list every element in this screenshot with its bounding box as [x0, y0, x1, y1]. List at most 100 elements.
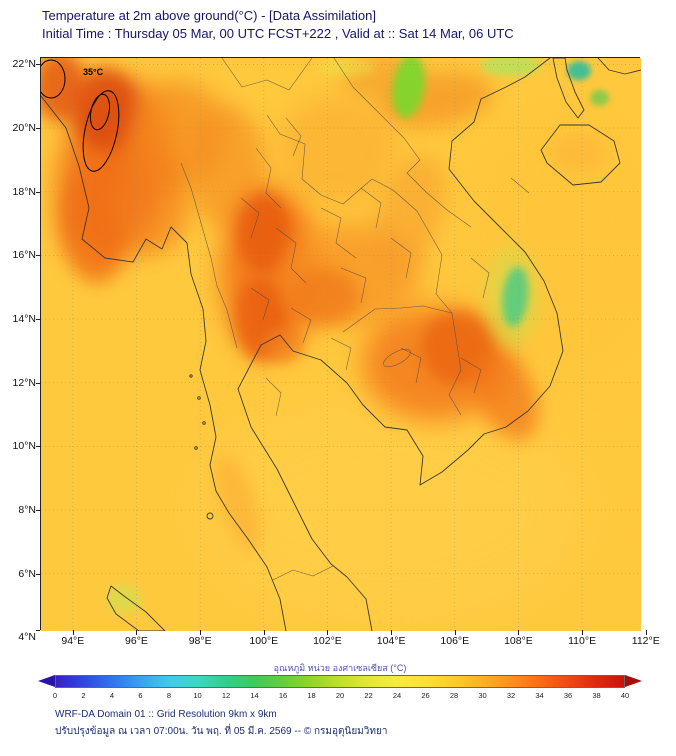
colorbar-tick-label: 0: [52, 691, 58, 700]
colorbar-tick-label: 38: [592, 691, 601, 700]
y-axis-tick-mark: [36, 382, 40, 384]
temperature-blob: [472, 350, 539, 441]
colorbar-tick-label: 2: [81, 691, 86, 700]
colorbar-tick-label: 12: [221, 691, 231, 700]
temperature-blob: [374, 155, 446, 273]
temperature-map-canvas: 35°C: [41, 58, 641, 631]
colorbar-tick-label: 18: [307, 691, 316, 700]
small-island: [194, 446, 198, 450]
x-axis-tick-mark: [72, 630, 74, 635]
colorbar-tick-label: 20: [335, 691, 345, 700]
temperature-blob: [317, 58, 376, 78]
x-axis-tick-label: 102°E: [313, 635, 342, 647]
y-axis-tick-label: 4°N: [18, 631, 36, 644]
small-island: [189, 374, 193, 378]
footer-update-info: ปรับปรุงข้อมูล ณ เวลา 07:00น. วัน พฤ. ที…: [55, 726, 388, 737]
colorbar-tick-label: 26: [421, 691, 430, 700]
south-china-coast: [597, 58, 641, 75]
y-axis-tick-label: 6°N: [18, 567, 36, 580]
y-axis-tick-label: 22°N: [12, 58, 36, 71]
graticule-grid: [41, 58, 641, 631]
hainan-island: [540, 124, 621, 186]
small-island: [197, 396, 201, 400]
colorbar-ticks: 0 2 4 6 8 10 12 14 16 18 20 22 24 26 28 30 32 34 36 38 40: [52, 691, 629, 703]
x-axis-tick-label: 112°E: [631, 635, 660, 647]
colorbar-tick-label: 28: [449, 691, 459, 700]
y-axis-tick-label: 10°N: [12, 440, 36, 453]
temperature-blob: [262, 326, 304, 363]
y-axis-tick-mark: [36, 319, 40, 321]
sumatra-tip: [106, 585, 166, 631]
x-axis-tick-label: 98°E: [188, 635, 212, 647]
tonle-sap-lake: [383, 348, 411, 368]
colorbar-tick-label: 40: [620, 691, 630, 700]
x-axis-tick-mark: [582, 630, 584, 635]
map-plot-area: 35°C: [13, 57, 660, 647]
y-axis-tick-label: 20°N: [12, 122, 36, 135]
coastlines: [41, 58, 641, 631]
temperature-blob: [289, 268, 360, 326]
colorbar-tick-label: 16: [278, 691, 288, 700]
colorbar-tick-label: 30: [478, 691, 487, 700]
x-axis-tick-mark: [136, 630, 138, 635]
temperature-blob: [392, 58, 426, 119]
temperature-blob: [185, 105, 266, 227]
y-axis-tick-mark: [36, 630, 40, 631]
colorbar-right-arrow: [625, 675, 642, 687]
x-axis-tick-label: 104°E: [376, 635, 406, 647]
colorbar-tick-label: 6: [138, 691, 143, 700]
colorbar-tick-label: 10: [193, 691, 202, 700]
y-axis-tick-mark: [36, 64, 40, 66]
x-axis-tick-mark: [645, 630, 647, 635]
colorbar-tick-label: 36: [563, 691, 573, 700]
y-axis-tick-mark: [36, 573, 40, 575]
temperature-blob: [276, 96, 398, 205]
x-axis-tick-mark: [327, 630, 329, 635]
y-axis-tick-mark: [36, 446, 40, 448]
x-axis-tick-label: 96°E: [125, 635, 148, 647]
colorbar-tick-label: 22: [364, 691, 373, 700]
page-subtitle: Initial Time : Thursday 05 Mar, 00 UTC F…: [42, 26, 514, 41]
colorbar-tick-label: 24: [392, 691, 402, 700]
y-axis-tick-label: 12°N: [12, 376, 36, 389]
colorbar-tick-label: 8: [166, 691, 172, 700]
x-axis-tick-label: 106°E: [440, 635, 470, 647]
small-island: [202, 421, 206, 425]
temperature-blob: [566, 61, 592, 81]
x-axis-tick-mark: [454, 630, 456, 635]
x-axis-tick-mark: [263, 630, 265, 635]
temperature-blob: [236, 193, 291, 273]
x-axis-tick-label: 100°E: [249, 635, 279, 647]
mainland-coastline: [41, 58, 564, 631]
y-axis-tick-label: 18°N: [12, 185, 36, 198]
colorbar-left-arrow: [38, 675, 55, 687]
colorbar: [38, 675, 642, 688]
x-axis-tick-label: 108°E: [504, 635, 533, 647]
page-title: Temperature at 2m above ground(°C) - [Da…: [42, 8, 376, 23]
administrative-boundaries: [180, 58, 530, 581]
x-axis-tick-mark: [518, 630, 520, 635]
temperature-blob: [61, 176, 123, 284]
y-axis-tick-mark: [36, 255, 40, 257]
temperature-field: [41, 58, 641, 622]
x-axis-tick-label: 110°E: [568, 635, 597, 647]
leizhou-peninsula: [552, 58, 585, 119]
phuket-island: [206, 512, 214, 520]
colorbar-tick-label: 14: [250, 691, 259, 700]
temperature-blob: [106, 584, 142, 614]
temperature-blob: [590, 89, 610, 106]
colorbar-tick-label: 34: [535, 691, 544, 700]
y-axis-tick-label: 16°N: [12, 249, 36, 262]
temperature-blob: [215, 454, 262, 553]
colorbar-label: อุณหภูมิ หน่วย องศาเซลเซียส (°C): [273, 663, 407, 673]
contour-lines: 35°C: [41, 59, 120, 172]
temperature-blob: [502, 266, 529, 327]
y-axis-tick-mark: [36, 510, 40, 512]
footer-domain-info: WRF-DA Domain 01 :: Grid Resolution 9km …: [55, 709, 277, 720]
temperature-blob: [480, 58, 541, 77]
y-axis-tick-label: 14°N: [12, 313, 36, 326]
contour-35c-label: 35°C: [83, 67, 104, 77]
x-axis-tick-label: 94°E: [61, 635, 85, 647]
temperature-blob: [41, 58, 88, 122]
